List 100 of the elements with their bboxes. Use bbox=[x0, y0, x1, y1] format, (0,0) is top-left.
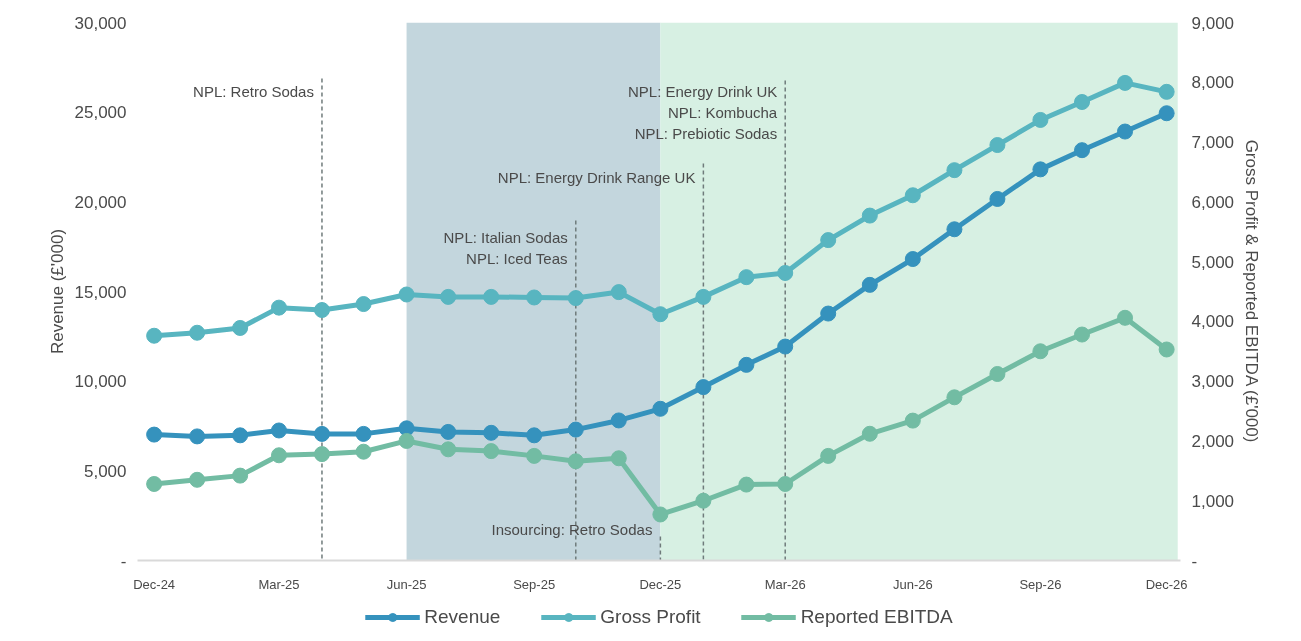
point bbox=[904, 187, 921, 204]
point bbox=[1074, 326, 1091, 343]
point bbox=[695, 492, 712, 509]
point bbox=[738, 269, 755, 286]
point bbox=[270, 422, 287, 439]
point bbox=[777, 338, 794, 355]
point bbox=[440, 441, 457, 458]
ref-line-label: NPL: Energy Drink UK NPL: Kombucha NPL: Prebiotic Sodas bbox=[628, 82, 778, 142]
point bbox=[1032, 111, 1049, 128]
y2-tick-label: 3,000 bbox=[1191, 372, 1235, 392]
point bbox=[398, 432, 415, 449]
y2-tick-label: 5,000 bbox=[1191, 252, 1235, 272]
point bbox=[526, 427, 543, 444]
point bbox=[652, 400, 669, 417]
point bbox=[1032, 161, 1049, 178]
point bbox=[567, 453, 584, 470]
x-tick-label: Dec-24 bbox=[133, 576, 176, 592]
x-tick-label: Jun-25 bbox=[386, 576, 427, 592]
y-axis-title: Revenue (£'000) bbox=[47, 228, 67, 355]
point bbox=[232, 319, 249, 336]
y2-tick-label: 4,000 bbox=[1191, 312, 1235, 332]
point bbox=[313, 446, 330, 463]
point bbox=[820, 305, 837, 322]
point bbox=[777, 264, 794, 281]
point bbox=[146, 426, 163, 443]
x-tick-label: Sep-25 bbox=[513, 576, 556, 592]
point bbox=[398, 286, 415, 303]
y-tick-label: 5,000 bbox=[83, 461, 127, 481]
y2-axis-title: Gross Profit & Reported EBITDA (£'000) bbox=[1242, 139, 1262, 443]
point bbox=[1158, 83, 1175, 100]
point bbox=[989, 190, 1006, 207]
point bbox=[610, 450, 627, 467]
point bbox=[189, 471, 206, 488]
point bbox=[861, 425, 878, 442]
point bbox=[738, 476, 755, 493]
y2-tick-label: - bbox=[1191, 551, 1198, 571]
x-tick-label: Dec-26 bbox=[1145, 576, 1188, 592]
point bbox=[989, 366, 1006, 382]
point bbox=[1158, 341, 1175, 358]
point bbox=[483, 443, 500, 460]
point bbox=[146, 476, 163, 492]
point bbox=[1032, 343, 1049, 360]
point bbox=[1117, 309, 1134, 326]
point bbox=[695, 379, 712, 396]
y-tick-label: - bbox=[120, 551, 127, 571]
legend-label: Reported EBITDA bbox=[800, 606, 953, 628]
point bbox=[652, 506, 669, 523]
point bbox=[232, 427, 249, 444]
point bbox=[483, 424, 500, 441]
point bbox=[146, 327, 163, 344]
y2-tick-label: 9,000 bbox=[1191, 13, 1235, 33]
point bbox=[440, 423, 457, 440]
point bbox=[861, 207, 878, 224]
point bbox=[270, 447, 287, 464]
point bbox=[695, 288, 712, 305]
y-tick-label: 15,000 bbox=[74, 282, 127, 302]
legend-label: Revenue bbox=[424, 606, 501, 628]
y2-tick-label: 6,000 bbox=[1191, 192, 1235, 212]
point bbox=[652, 306, 669, 323]
x-tick-label: Jun-26 bbox=[892, 576, 933, 592]
point bbox=[820, 447, 837, 464]
point bbox=[610, 412, 627, 429]
point bbox=[313, 425, 330, 442]
y-tick-label: 25,000 bbox=[74, 103, 127, 123]
point bbox=[355, 296, 372, 313]
y-tick-label: 10,000 bbox=[74, 372, 127, 392]
y2-tick-label: 1,000 bbox=[1191, 491, 1235, 511]
point bbox=[189, 428, 206, 445]
point bbox=[738, 356, 755, 373]
point bbox=[526, 289, 543, 306]
x-tick-label: Dec-25 bbox=[639, 576, 682, 592]
point bbox=[1158, 105, 1175, 122]
point bbox=[270, 299, 287, 316]
point bbox=[777, 476, 794, 492]
point bbox=[1117, 123, 1134, 140]
legend-label: Gross Profit bbox=[600, 606, 701, 628]
point bbox=[189, 324, 206, 341]
x-tick-label: Sep-26 bbox=[1019, 576, 1062, 592]
point bbox=[567, 290, 584, 307]
point bbox=[861, 276, 878, 293]
ref-line-label: Insourcing: Retro Sodas bbox=[491, 520, 653, 538]
x-tick-label: Mar-26 bbox=[764, 576, 806, 592]
y2-tick-label: 8,000 bbox=[1191, 73, 1235, 93]
y2-tick-label: 2,000 bbox=[1191, 431, 1235, 451]
y-tick-label: 30,000 bbox=[74, 13, 127, 33]
point bbox=[1117, 74, 1134, 91]
y-tick-label: 20,000 bbox=[74, 192, 127, 212]
point bbox=[440, 288, 457, 305]
point bbox=[313, 302, 330, 319]
point bbox=[526, 447, 543, 464]
x-tick-label: Mar-25 bbox=[258, 576, 300, 592]
y2-tick-label: 7,000 bbox=[1191, 133, 1235, 153]
point bbox=[820, 232, 837, 249]
point bbox=[904, 251, 921, 268]
ref-line-label: NPL: Italian Sodas NPL: Iced Teas bbox=[443, 228, 568, 267]
point bbox=[904, 412, 921, 429]
point bbox=[355, 425, 372, 442]
point bbox=[567, 421, 584, 438]
point bbox=[946, 162, 963, 179]
point bbox=[989, 137, 1006, 154]
